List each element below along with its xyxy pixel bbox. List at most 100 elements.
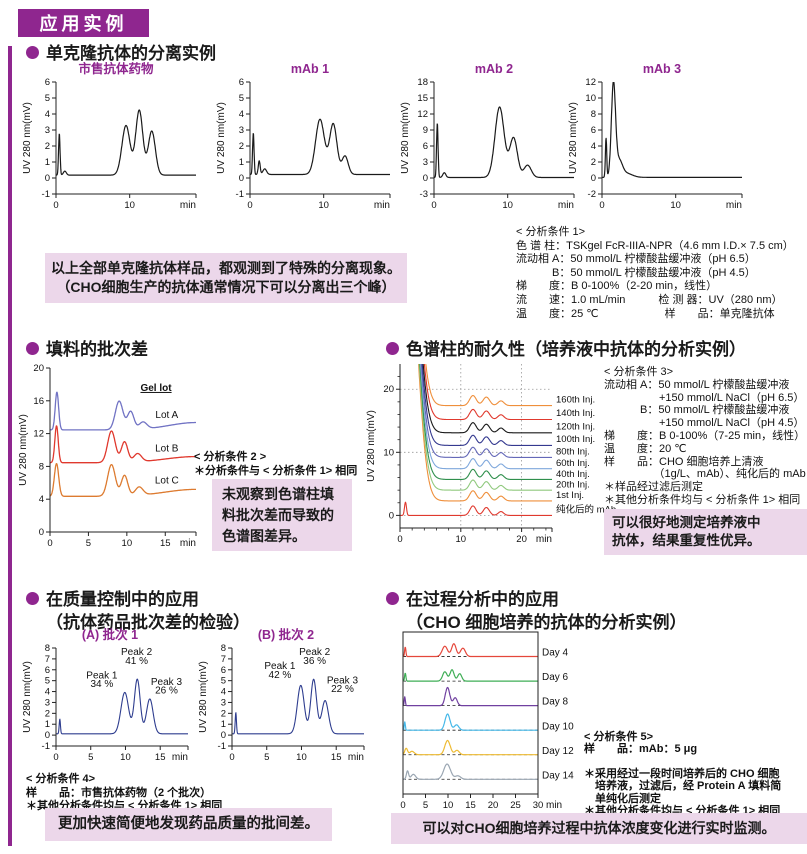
svg-text:UV 280 nm(mV): UV 280 nm(mV) — [22, 661, 33, 733]
svg-text:20th Inj.: 20th Inj. — [556, 479, 590, 490]
note-durability: 可以很好地测定培养液中 抗体，结果重复性优异。 — [604, 509, 807, 555]
svg-text:5: 5 — [86, 538, 91, 549]
svg-text:0: 0 — [239, 173, 244, 184]
svg-text:5: 5 — [88, 752, 93, 763]
analysis-conditions-1: < 分析条件 1> 色 谱 柱：TSKgel FcR-IIIA-NPR（4.6 m… — [516, 226, 794, 320]
svg-text:41 %: 41 % — [125, 656, 148, 667]
section2-title-text: 填料的批次差 — [46, 340, 148, 359]
svg-text:Lot A: Lot A — [155, 410, 178, 421]
svg-text:0: 0 — [591, 173, 596, 184]
svg-text:80th Inj.: 80th Inj. — [556, 447, 590, 458]
svg-text:min: min — [726, 200, 742, 211]
svg-text:10: 10 — [122, 538, 133, 549]
svg-text:6: 6 — [45, 665, 50, 676]
chart-batch2: (B) 批次 2 -1 0 1 2 3 4 5 6 7 8 0 5 10 15 min UV 280 nm(mV… — [196, 628, 376, 773]
chart-mab3: mAb 3 -2 0 2 4 6 8 10 12 0 10 min UV 280 nm(mV) — [566, 62, 758, 223]
chromatogram-plot: 0 5 10 15 20 25 30 min Day 4 Day 6 Day 8 Day 10 Day … — [400, 631, 574, 811]
svg-text:10: 10 — [383, 447, 394, 458]
svg-text:UV 280 nm(mV): UV 280 nm(mV) — [18, 414, 29, 486]
section5-title-line2: （CHO 细胞培养的抗体的分析实例） — [406, 613, 687, 632]
analysis-conditions-5: < 分析条件 5> 样 品：mAb：5 μg ＊采用经过一段时间培养后的 CHO 细… — [584, 731, 782, 818]
svg-text:min: min — [180, 538, 196, 549]
svg-text:-1: -1 — [42, 189, 50, 200]
chromatogram-plot: 0 10 20 0 10 20 min UV 280 nm(mV) 160th Inj. 140t… — [366, 364, 616, 545]
chart-title: (A) 批次 1 — [81, 628, 139, 642]
svg-text:0: 0 — [47, 538, 52, 549]
svg-text:1: 1 — [45, 157, 50, 168]
svg-text:UV 280 nm(mV): UV 280 nm(mV) — [366, 410, 377, 482]
svg-text:10: 10 — [502, 200, 513, 211]
svg-text:Peak 3: Peak 3 — [327, 675, 359, 686]
svg-text:5: 5 — [45, 676, 50, 687]
svg-text:0: 0 — [599, 200, 604, 211]
svg-text:0: 0 — [247, 200, 252, 211]
svg-text:2: 2 — [45, 141, 50, 152]
svg-text:16: 16 — [33, 396, 44, 407]
svg-text:Lot B: Lot B — [155, 444, 179, 455]
section3-title: 色谱柱的耐久性（培养液中抗体的分析实例） — [386, 338, 746, 361]
section5-title-line1: 在过程分析中的应用 — [406, 590, 559, 609]
left-accent-bar — [8, 46, 12, 846]
svg-text:15: 15 — [155, 752, 166, 763]
svg-text:-1: -1 — [42, 741, 50, 752]
svg-text:0: 0 — [45, 730, 50, 741]
svg-text:3: 3 — [221, 697, 226, 708]
svg-text:0: 0 — [431, 200, 436, 211]
svg-text:4: 4 — [591, 141, 596, 152]
page-header-badge: 应用实例 — [18, 9, 149, 37]
svg-text:5: 5 — [239, 93, 244, 104]
svg-text:min: min — [374, 200, 390, 211]
svg-text:5: 5 — [264, 752, 269, 763]
svg-text:Day 12: Day 12 — [542, 746, 574, 757]
svg-text:18: 18 — [417, 78, 428, 88]
section4-title: 在质量控制中的应用 （抗体药品批次差的检验） — [26, 588, 250, 634]
svg-text:0: 0 — [39, 527, 44, 538]
svg-text:4: 4 — [239, 109, 244, 120]
svg-text:8: 8 — [591, 109, 596, 120]
svg-text:0: 0 — [53, 752, 58, 763]
section4-title-line1: 在质量控制中的应用 — [46, 590, 199, 609]
svg-text:min: min — [536, 534, 552, 545]
svg-text:20: 20 — [488, 800, 499, 811]
svg-text:3: 3 — [423, 157, 428, 168]
svg-text:160th Inj.: 160th Inj. — [556, 394, 595, 405]
svg-text:1: 1 — [239, 157, 244, 168]
svg-text:36 %: 36 % — [303, 656, 326, 667]
svg-text:UV 280 nm(mV): UV 280 nm(mV) — [568, 102, 579, 174]
svg-text:UV 280 nm(mV): UV 280 nm(mV) — [216, 102, 227, 174]
svg-text:2: 2 — [45, 708, 50, 719]
svg-text:10: 10 — [670, 200, 681, 211]
svg-text:Peak 1: Peak 1 — [264, 661, 296, 672]
svg-text:10: 10 — [296, 752, 307, 763]
svg-text:12: 12 — [33, 429, 44, 440]
section4-title-line2: （抗体药品批次差的检验） — [46, 613, 250, 632]
svg-text:6: 6 — [221, 665, 226, 676]
svg-text:10: 10 — [318, 200, 329, 211]
note-lot-difference: 未观察到色谱柱填 料批次差而导致的 色谱图差异。 — [212, 479, 352, 551]
chart-mab2: mAb 2 -3 0 3 6 9 12 15 18 0 10 min UV 280 nm(mV) — [398, 62, 590, 223]
svg-text:5: 5 — [423, 800, 428, 811]
svg-text:6: 6 — [45, 78, 50, 88]
svg-text:15: 15 — [465, 800, 476, 811]
note-separation-phenomenon: 以上全部单克隆抗体样品，都观测到了特殊的分离现象。 （CHO细胞生产的抗体通常情况… — [45, 253, 407, 303]
svg-text:10: 10 — [585, 93, 596, 104]
svg-text:8: 8 — [39, 461, 44, 472]
svg-text:0: 0 — [389, 510, 394, 521]
svg-text:0: 0 — [397, 534, 402, 545]
section2-title: 填料的批次差 — [26, 338, 148, 361]
note-process-monitoring: 可以对CHO细胞培养过程中抗体浓度变化进行实时监测。 — [391, 813, 807, 844]
chart-title: mAb 2 — [474, 62, 514, 76]
svg-text:12: 12 — [417, 109, 428, 120]
bullet-icon — [386, 592, 399, 605]
svg-text:-1: -1 — [236, 189, 244, 200]
chart-title: 市售抗体药物 — [78, 62, 154, 76]
svg-text:-1: -1 — [218, 741, 226, 752]
svg-text:20: 20 — [383, 384, 394, 395]
note-quality-control: 更加快速简便地发现药品质量的批间差。 — [45, 808, 332, 841]
svg-text:UV 280 nm(mV): UV 280 nm(mV) — [198, 661, 209, 733]
svg-text:3: 3 — [45, 697, 50, 708]
analysis-conditions-3: < 分析条件 3> 流动相 A：50 mmol/L 柠檬酸盐缓冲液 +150 mm… — [604, 366, 806, 506]
